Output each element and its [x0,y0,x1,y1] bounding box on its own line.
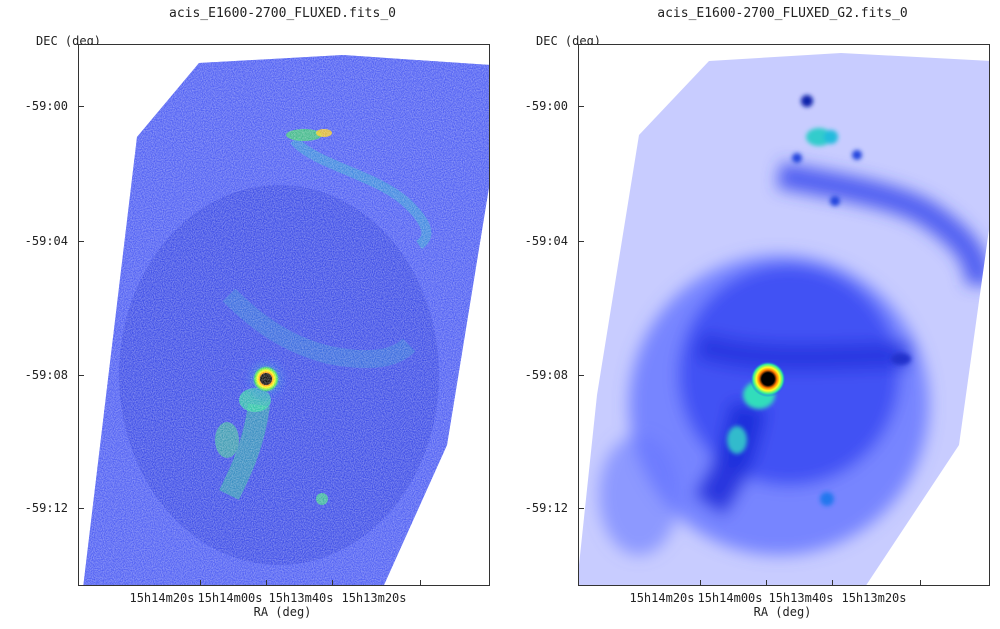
xray-image-smoothed [579,53,989,585]
y-tick-mark [578,375,584,376]
y-tick-mark [78,508,84,509]
y-tick-label: -59:00 [524,99,568,113]
y-tick-mark [78,106,84,107]
x-tick-mark [200,580,201,586]
x-tick-mark [920,580,921,586]
y-tick-mark [78,375,84,376]
x-tick-label: 15h14m00s [197,591,263,605]
image-panel-smoothed: acis_E1600-2700_FLUXED_G2.fits_0 DEC (de… [500,0,990,629]
x-tick-mark [832,580,833,586]
y-tick-label: -59:08 [24,368,68,382]
y-tick-label: -59:12 [24,501,68,515]
x-tick-label: 15h13m20s [841,591,907,605]
xray-image-raw [81,55,489,585]
x-tick-mark [766,580,767,586]
x-tick-label: 15h13m40s [268,591,334,605]
x-tick-label: 15h14m00s [697,591,763,605]
x-tick-label: 15h14m20s [129,591,195,605]
image-title: acis_E1600-2700_FLUXED_G2.fits_0 [657,6,908,21]
x-tick-label: 15h13m20s [341,591,407,605]
y-tick-label: -59:04 [24,234,68,248]
y-tick-mark [578,106,584,107]
x-tick-mark [700,580,701,586]
x-tick-label: 15h14m20s [629,591,695,605]
x-tick-label: 15h13m40s [768,591,834,605]
x-tick-mark [266,580,267,586]
image-frame[interactable] [578,44,990,586]
image-frame[interactable] [78,44,490,586]
y-tick-mark [578,508,584,509]
y-tick-mark [578,241,584,242]
y-tick-label: -59:04 [524,234,568,248]
y-tick-label: -59:08 [524,368,568,382]
x-axis-label: RA (deg) [753,605,812,619]
y-tick-mark [78,241,84,242]
x-tick-mark [332,580,333,586]
x-tick-mark [420,580,421,586]
image-title: acis_E1600-2700_FLUXED.fits_0 [169,6,396,21]
x-axis-label: RA (deg) [253,605,312,619]
y-tick-label: -59:00 [24,99,68,113]
image-panel-raw: acis_E1600-2700_FLUXED.fits_0 DEC (deg) [0,0,490,629]
y-tick-label: -59:12 [524,501,568,515]
